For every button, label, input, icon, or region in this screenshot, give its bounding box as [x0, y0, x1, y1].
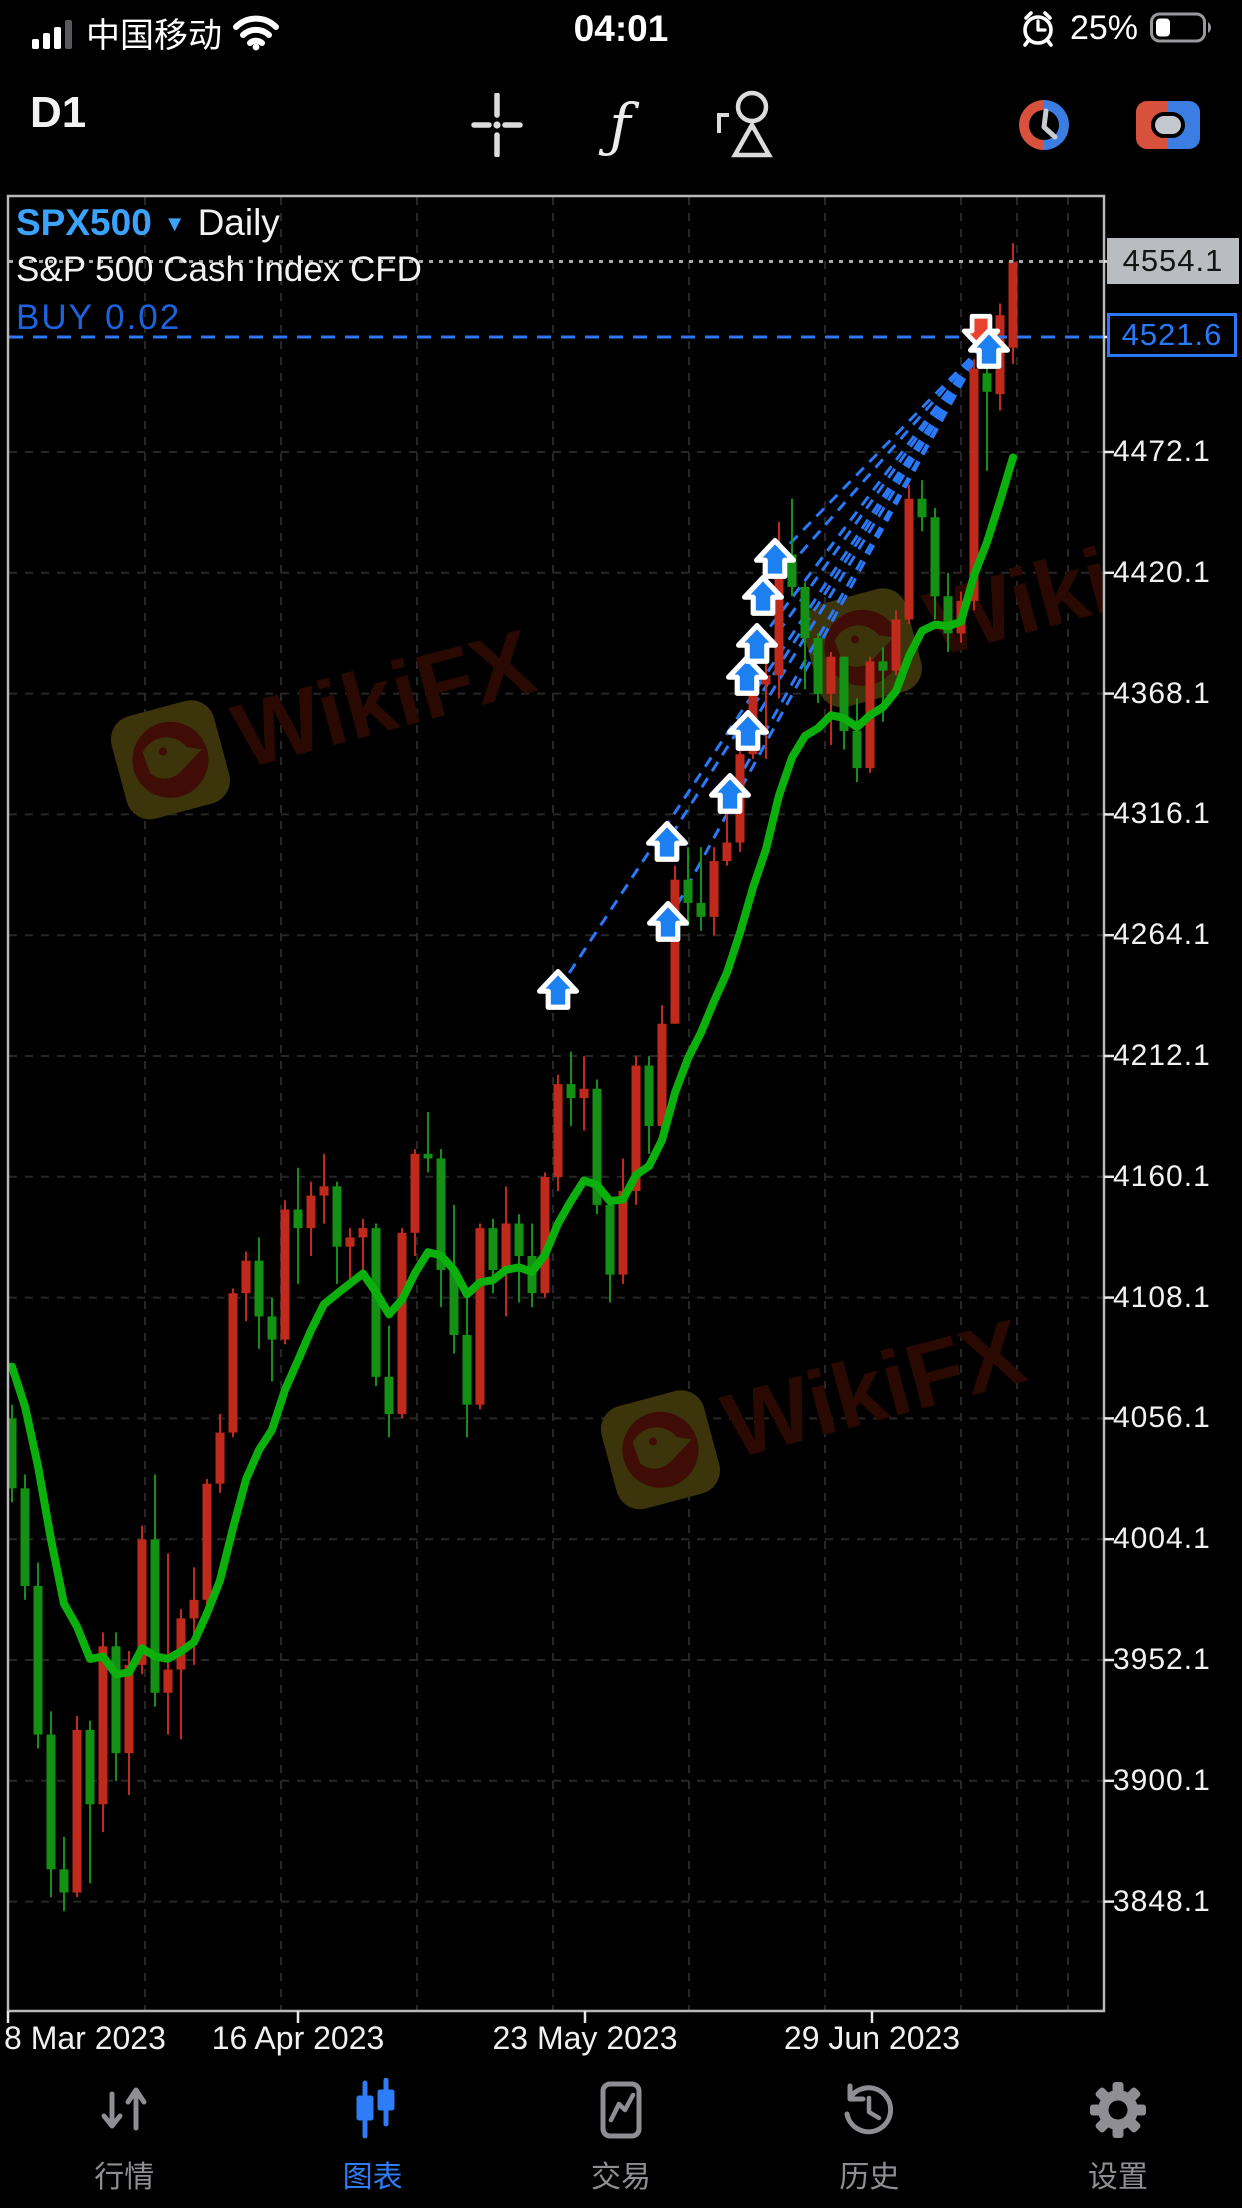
timeframe-button[interactable]: D1 — [30, 88, 87, 137]
moving-average-line — [9, 453, 1017, 1679]
price-axis-label: 4160.1 — [1113, 1159, 1211, 1193]
trading-sessions-button[interactable] — [1008, 70, 1080, 180]
indicators-button[interactable]: ƒ — [585, 70, 655, 180]
trade-icon — [600, 2081, 642, 2139]
tab-quotes[interactable]: 行情 — [0, 2062, 248, 2208]
tab-bar: 行情 图表 交易 历史 — [0, 2062, 1242, 2208]
svg-text:WikiFX: WikiFX — [223, 611, 545, 789]
date-axis-label: 16 Apr 2023 — [211, 2020, 385, 2056]
wifi-icon — [233, 15, 279, 50]
date-axis-label: 8 Mar 2023 — [4, 2020, 166, 2056]
price-axis-label: 3952.1 — [1113, 1643, 1211, 1676]
price-axis-label: 3848.1 — [1113, 1884, 1211, 1918]
svg-text:WikiFX: WikiFX — [713, 1301, 1035, 1479]
price-axis-label: 4004.1 — [1113, 1522, 1211, 1556]
price-axis-label: 4212.1 — [1113, 1039, 1211, 1072]
open-position-label: BUY 0.02 — [16, 298, 182, 337]
price-axis-label: 3900.1 — [1113, 1763, 1211, 1797]
new-order-button[interactable] — [1132, 70, 1204, 180]
current-price-badge: 4554.1 — [1107, 238, 1239, 284]
price-axis-label: 4056.1 — [1113, 1401, 1211, 1435]
gear-icon — [1089, 2082, 1146, 2138]
price-axis-label: 4368.1 — [1113, 676, 1211, 710]
price-axis-label: 4108.1 — [1113, 1280, 1211, 1314]
period-label: Daily — [197, 202, 280, 243]
price-axis-label: 4316.1 — [1113, 797, 1211, 831]
battery-icon — [1150, 12, 1212, 43]
clock-time: 04:01 — [573, 8, 669, 49]
price-lines — [9, 260, 1103, 339]
objects-button[interactable] — [708, 70, 782, 180]
function-icon: ƒ — [609, 91, 631, 159]
price-axis-label: 4420.1 — [1113, 555, 1211, 589]
candlestick-icon — [356, 2078, 395, 2139]
status-bar: 中国移动 04:01 25% — [0, 0, 1242, 56]
trade-signal-arrows — [537, 313, 1010, 1010]
tab-settings[interactable]: 设置 — [994, 2062, 1242, 2208]
quotes-arrows-icon — [101, 2087, 147, 2131]
crosshair-button[interactable] — [462, 70, 532, 180]
price-axis-label: 4264.1 — [1113, 918, 1211, 952]
alarm-icon — [1023, 11, 1053, 47]
symbol-description: S&P 500 Cash Index CFD — [16, 250, 422, 289]
chevron-down-icon: ▼ — [163, 211, 186, 236]
tab-trade[interactable]: 交易 — [497, 2062, 745, 2208]
signal-trendlines — [556, 343, 985, 991]
tab-history[interactable]: 历史 — [745, 2062, 993, 2208]
date-axis-label: 23 May 2023 — [492, 2020, 678, 2056]
date-axis-label: 29 Jun 2023 — [783, 2020, 961, 2056]
symbol-selector[interactable]: SPX500 ▼ Daily — [16, 202, 280, 244]
price-axis-label: 4472.1 — [1113, 434, 1211, 468]
tab-charts[interactable]: 图表 — [248, 2062, 496, 2208]
history-clock-icon — [844, 2083, 894, 2135]
symbol-label: SPX500 — [16, 202, 152, 243]
cell-signal-icon — [32, 19, 72, 49]
battery-percent: 25% — [1069, 8, 1138, 47]
carrier-label: 中国移动 — [86, 17, 222, 55]
chart-toolbar: D1 ƒ — [0, 70, 1242, 180]
position-price-badge: 4521.6 — [1107, 313, 1237, 357]
